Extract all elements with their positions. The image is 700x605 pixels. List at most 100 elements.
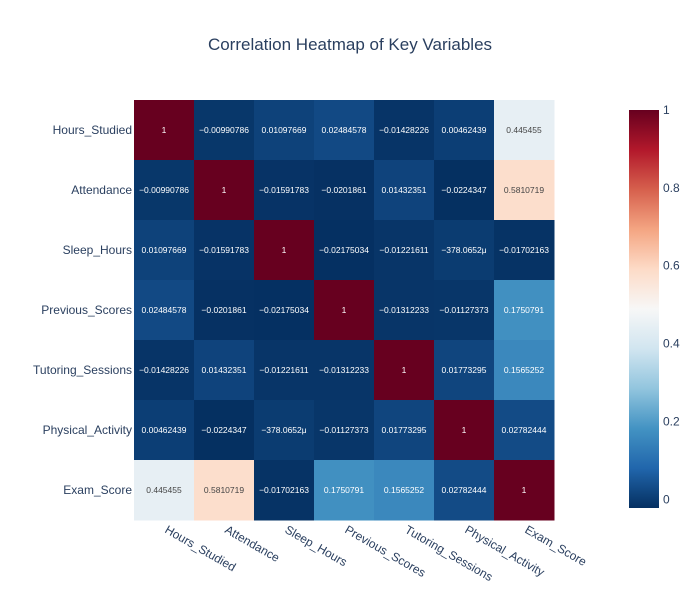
cell-value-label: 0.445455 [506,125,542,135]
cell-value-label: −0.01127373 [439,305,489,315]
heatmap-cell [194,160,255,221]
y-tick-label: Tutoring_Sessions [33,363,132,377]
cell-value-label: −0.02175034 [319,245,369,255]
heatmap-cell [434,340,495,401]
cell-value-label: −0.01428226 [139,365,189,375]
heatmap-cell [314,340,375,401]
heatmap-cell [254,160,315,221]
heatmap-cell [374,100,435,161]
heatmap-cell [374,280,435,341]
heatmap-cell [434,100,495,161]
cell-value-label: −0.00990786 [199,125,249,135]
heatmap-cell [434,280,495,341]
heatmap-cell [434,400,495,461]
cell-value-label: 0.01097669 [262,125,307,135]
heatmap-cell [374,220,435,281]
heatmap-cell [494,280,555,341]
colorbar-tick-label: 0 [663,492,670,506]
heatmap-cell [194,220,255,281]
colorbar-tick-label: 0.2 [663,414,680,428]
y-tick-label: Sleep_Hours [63,243,132,257]
heatmap-cell [194,460,255,521]
heatmap-cell [374,460,435,521]
cell-value-label: 0.02484578 [322,125,367,135]
heatmap-cell [494,100,555,161]
cell-value-label: 0.1750791 [324,485,364,495]
y-tick-label: Exam_Score [63,483,132,497]
heatmap-cell [134,100,195,161]
cell-value-label: −0.02175034 [259,305,309,315]
y-tick-label: Previous_Scores [41,303,132,317]
heatmap-cell [134,160,195,221]
cell-value-label: 0.02782444 [442,485,487,495]
cell-value-label: −0.01702163 [499,245,549,255]
heatmap-cell [314,220,375,281]
heatmap-cell [194,340,255,401]
heatmap-cell [254,340,315,401]
cell-value-label: −0.01127373 [319,425,369,435]
heatmap-cell [434,160,495,221]
colorbar-tick-label: 0.4 [663,337,680,351]
colorbar: 0 0.2 0.4 0.6 0.8 1 [629,103,680,508]
heatmap-cell [494,220,555,281]
y-tick-label: Hours_Studied [53,123,132,137]
colorbar-gradient [629,110,659,508]
cell-value-label: −0.00990786 [139,185,189,195]
heatmap-cell [494,160,555,221]
cell-value-label: −0.01221611 [379,245,429,255]
heatmap-cell [314,280,375,341]
cell-value-label: 1 [522,485,527,495]
cell-value-label: 0.1565252 [384,485,424,495]
cell-value-label: −0.01221611 [259,365,309,375]
heatmap-cell [494,400,555,461]
cell-value-label: −0.01591783 [199,245,249,255]
cell-value-label: 0.00462439 [442,125,487,135]
heatmap-cell [194,400,255,461]
cell-value-label: 0.5810719 [204,485,244,495]
cell-value-label: −0.01312233 [379,305,429,315]
cell-value-label: 0.01773295 [442,365,487,375]
cell-value-label: 0.00462439 [142,425,187,435]
heatmap-cells: 1 −0.00990786 0.01097669 0.02484578 −0.01428… [134,100,555,521]
cell-value-label: −0.0201861 [201,305,246,315]
heatmap-cell [314,160,375,221]
cell-value-label: −0.01312233 [319,365,369,375]
colorbar-tick-label: 0.8 [663,181,680,195]
cell-value-label: 1 [162,125,167,135]
cell-value-label: 1 [342,305,347,315]
heatmap-cell [134,280,195,341]
y-tick-label: Attendance [71,183,132,197]
heatmap-cell [434,460,495,521]
heatmap-cell [314,100,375,161]
heatmap-cell [134,220,195,281]
heatmap-cell [254,280,315,341]
x-tick-label: Sleep_Hours [283,522,350,569]
colorbar-tick-label: 0.6 [663,259,680,273]
heatmap-cell [254,460,315,521]
cell-value-label: 0.02484578 [142,305,187,315]
heatmap-cell [254,220,315,281]
y-tick-label: Physical_Activity [43,423,132,437]
heatmap-cell [434,220,495,281]
colorbar-tick-label: 1 [663,103,670,117]
y-axis: Hours_Studied Attendance Sleep_Hours Previo… [33,123,132,497]
cell-value-label: 0.01432351 [202,365,247,375]
cell-value-label: 1 [402,365,407,375]
heatmap-cell [314,460,375,521]
cell-value-label: 0.5810719 [504,185,544,195]
cell-value-label: 0.01773295 [382,425,427,435]
cell-value-label: 1 [282,245,287,255]
heatmap-cell [254,100,315,161]
heatmap-cell [374,340,435,401]
cell-value-label: −378.0652μ [441,245,486,255]
heatmap-cell [494,460,555,521]
cell-value-label: 0.1750791 [504,305,544,315]
heatmap-cell [134,340,195,401]
heatmap-cell [374,400,435,461]
cell-value-label: 0.01432351 [382,185,427,195]
heatmap-cell [494,340,555,401]
heatmap-cell [314,400,375,461]
